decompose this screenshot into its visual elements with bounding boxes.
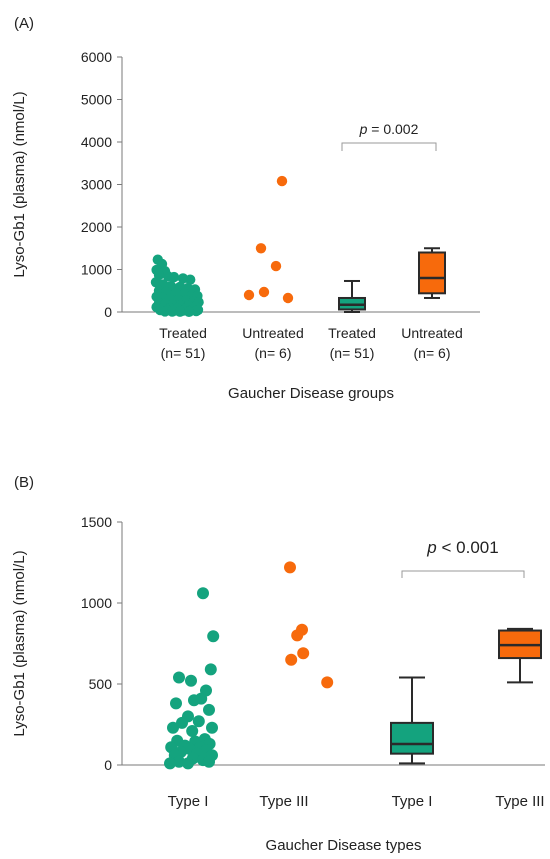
y-axis-title: Lyso-Gb1 (plasma) (nmol/L) — [11, 91, 28, 277]
x-axis-title: Gaucher Disease types — [266, 837, 422, 854]
scatter-point — [192, 715, 205, 728]
x-category-sublabel: (n= 51) — [330, 345, 375, 361]
scatter-point — [297, 647, 310, 660]
y-tick-label: 0 — [104, 304, 112, 320]
scatter-point — [167, 306, 178, 317]
x-category-sublabel: (n= 6) — [255, 345, 292, 361]
x-category-sublabel: (n= 6) — [414, 345, 451, 361]
x-category-label: Type I — [168, 793, 209, 810]
scatter-point — [182, 757, 194, 770]
scatter-point — [282, 292, 294, 304]
scatter-point — [174, 306, 186, 317]
scatter-point — [207, 630, 220, 643]
p-value-text: = 0.002 — [367, 121, 418, 137]
p-value-text: < 0.001 — [437, 538, 499, 557]
p-value-label: p < 0.001 — [426, 538, 498, 557]
scatter-point — [183, 306, 195, 317]
panel-label: (A) — [14, 15, 34, 32]
scatter-point — [185, 274, 196, 285]
p-value-label: p = 0.002 — [359, 121, 419, 137]
scatter-point — [276, 175, 288, 187]
scatter-point — [176, 716, 188, 729]
x-category-label: Treated — [159, 325, 207, 341]
x-category-sublabel: (n= 51) — [161, 345, 206, 361]
y-tick-label: 6000 — [81, 49, 112, 65]
x-axis-title: Gaucher Disease groups — [228, 385, 394, 402]
scatter-point — [243, 289, 255, 301]
y-tick-label: 500 — [89, 676, 113, 692]
scatter-point — [164, 757, 176, 770]
significance-bracket — [401, 570, 525, 578]
y-tick-label: 1000 — [81, 262, 112, 278]
p-value-symbol: p — [359, 121, 368, 137]
scatter-point — [206, 721, 218, 734]
x-category-label: Type III — [259, 793, 308, 810]
scatter-point — [203, 703, 215, 716]
scatter-point — [173, 671, 185, 684]
x-category-label: Untreated — [242, 325, 303, 341]
y-tick-label: 0 — [104, 757, 112, 773]
box-iqr — [418, 251, 446, 295]
y-tick-label: 1500 — [81, 514, 112, 530]
box-iqr — [390, 721, 434, 755]
scatter-point — [167, 721, 179, 734]
scatter-point — [270, 260, 282, 272]
x-category-label: Untreated — [401, 325, 462, 341]
scatter-point — [291, 629, 304, 642]
y-tick-label: 4000 — [81, 134, 112, 150]
scatter-point — [321, 676, 334, 689]
scatter-point — [284, 561, 296, 574]
x-category-label: Type I — [392, 793, 433, 810]
panel-label: (B) — [14, 474, 34, 491]
y-tick-label: 5000 — [81, 92, 112, 108]
scatter-point — [258, 286, 270, 298]
scatter-point — [285, 653, 298, 666]
scatter-point — [173, 755, 185, 768]
scatter-point — [170, 697, 182, 710]
y-tick-label: 1000 — [81, 595, 112, 611]
significance-bracket — [341, 142, 437, 151]
scatter-point — [168, 271, 180, 283]
y-axis-title: Lyso-Gb1 (plasma) (nmol/L) — [11, 550, 28, 736]
scatter-point — [197, 587, 209, 600]
scatter-point — [255, 243, 267, 254]
p-value-symbol: p — [426, 538, 436, 557]
scatter-point — [203, 755, 215, 768]
y-tick-label: 3000 — [81, 177, 112, 193]
x-category-label: Treated — [328, 325, 376, 341]
scatter-point — [186, 725, 199, 737]
scatter-point — [185, 674, 197, 687]
scatter-point — [188, 694, 200, 707]
x-category-label: Type III — [495, 793, 544, 810]
scatter-point — [204, 663, 217, 676]
y-tick-label: 2000 — [81, 219, 112, 235]
